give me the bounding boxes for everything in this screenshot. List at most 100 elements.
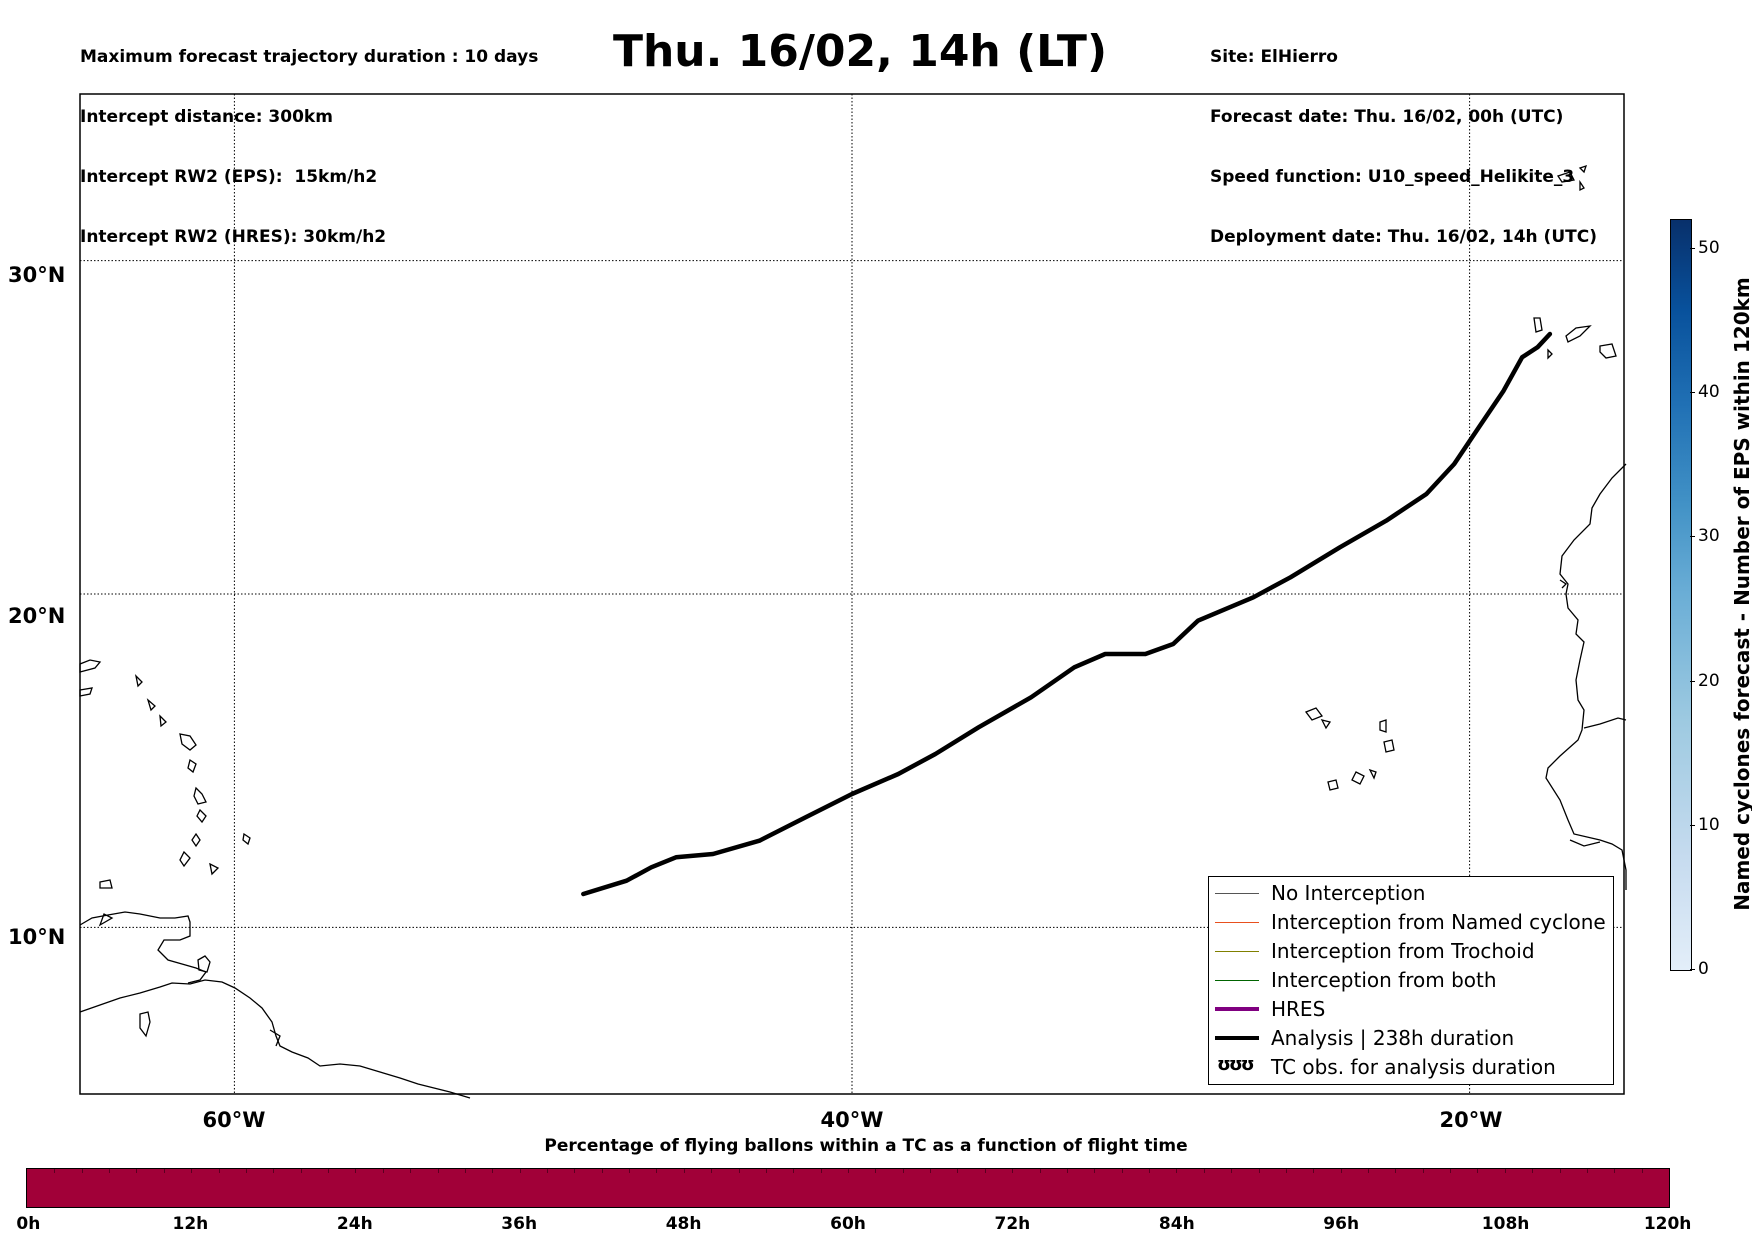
legend-swatch [1215, 922, 1259, 923]
flight-bar-segment [245, 1169, 247, 1173]
antilles-island [99, 879, 113, 889]
flight-bar-segment [1066, 1169, 1068, 1173]
africa-coast-detail [1569, 839, 1601, 847]
flight-bar-segment [902, 1169, 904, 1173]
cape-verde-island [1320, 719, 1332, 730]
forecast-parameters: Maximum forecast trajectory duration : 1… [80, 7, 538, 267]
antilles-island [79, 687, 93, 697]
legend-item: Analysis | 238h duration [1209, 1024, 1613, 1053]
flight-bar-segment [191, 1169, 193, 1173]
colorbar-tick-label: 10 [1698, 814, 1720, 835]
legend-swatch [1215, 980, 1259, 981]
flight-bar-segment [382, 1169, 384, 1173]
flight-bar-tick: 96h [1323, 1214, 1360, 1234]
flight-bar-tick: 108h [1481, 1214, 1530, 1234]
flight-bar-segment [136, 1169, 138, 1173]
lon-label-40w: 40°W [820, 1108, 884, 1132]
cyclone-colorbar [1670, 219, 1692, 971]
legend-item: HRES [1209, 995, 1613, 1024]
colorbar-tick-label: 50 [1698, 237, 1720, 258]
flight-bar-tick: 0h [16, 1214, 41, 1234]
flight-bar-segment [1285, 1169, 1287, 1173]
canary-island [1547, 348, 1553, 360]
flight-time-bar [26, 1168, 1670, 1208]
flight-bar-segment [519, 1169, 521, 1173]
madeira-island [1556, 171, 1575, 183]
flight-bar-segment [683, 1169, 685, 1173]
legend-swatch [1215, 1007, 1259, 1011]
legend-label: HRES [1271, 997, 1326, 1021]
legend-item: Interception from Trochoid [1209, 937, 1613, 966]
flight-bar-segment [984, 1169, 986, 1173]
site-line: Forecast date: Thu. 16/02, 00h (UTC) [1210, 107, 1564, 127]
flight-bar-segment [1258, 1169, 1260, 1173]
cape-verde-island [1351, 771, 1365, 785]
flight-bar-segment [492, 1169, 494, 1173]
flight-bar-segment [820, 1169, 822, 1173]
flight-bar-segment [1176, 1169, 1178, 1173]
flight-bar-tick: 12h [172, 1214, 209, 1234]
legend-swatch [1215, 951, 1259, 952]
flight-bar-segment [1094, 1169, 1096, 1173]
colorbar-tick-mark [1690, 536, 1695, 538]
flight-bar-segment [1231, 1169, 1233, 1173]
colorbar-tick-label: 30 [1698, 526, 1720, 547]
flight-bar-tick: 36h [501, 1214, 538, 1234]
flight-bar-segment [1450, 1169, 1452, 1173]
flight-bar-segment [437, 1169, 439, 1173]
lat-label-10n: 10°N [8, 925, 66, 949]
flight-bar-segment [81, 1169, 83, 1173]
cape-verde-island [1379, 719, 1387, 733]
legend-item: ʊʊʊ TC obs. for analysis duration [1209, 1053, 1613, 1082]
flight-bar-tick: 60h [830, 1214, 866, 1234]
antilles-island [196, 808, 207, 824]
colorbar-tick-mark [1690, 247, 1695, 249]
flight-bar-segment [930, 1169, 932, 1173]
flight-bar-segment [1532, 1169, 1534, 1173]
coast-fragment [98, 913, 114, 927]
flight-bar-segment [1477, 1169, 1479, 1173]
africa-coast [1545, 463, 1627, 890]
madeira-island [1579, 179, 1585, 192]
flight-bar-segment [1012, 1169, 1014, 1173]
cape-verde-island [1327, 779, 1339, 791]
flight-bar-segment [464, 1169, 466, 1173]
lon-label-60w: 60°W [202, 1108, 266, 1132]
legend-item: Interception from both [1209, 966, 1613, 995]
flight-bar-segment [711, 1169, 713, 1173]
legend-label: No Interception [1271, 881, 1426, 905]
legend-label: TC obs. for analysis duration [1271, 1055, 1556, 1079]
antilles-island [242, 832, 251, 846]
flight-bar-tick: 72h [994, 1214, 1031, 1234]
legend-swatch [1215, 893, 1259, 894]
flight-bar-segment [410, 1169, 412, 1173]
flight-bar-segment [957, 1169, 959, 1173]
flight-bar-segment [328, 1169, 330, 1173]
site-line: Deployment date: Thu. 16/02, 14h (UTC) [1210, 227, 1597, 247]
coast-fragment [139, 1011, 151, 1038]
trinidad [197, 955, 211, 973]
flight-bar-segment [1614, 1169, 1616, 1173]
flight-bar-segment [163, 1169, 165, 1173]
south-america-coast [79, 979, 471, 1099]
flight-bar-tick: 24h [336, 1214, 373, 1234]
legend-label: Interception from both [1271, 968, 1497, 992]
site-info: Site: ElHierro Forecast date: Thu. 16/02… [1210, 7, 1597, 267]
lat-label-30n: 30°N [8, 263, 66, 287]
legend-swatch [1215, 1036, 1259, 1040]
flight-bar-segment [765, 1169, 767, 1173]
flight-bar-segment [601, 1169, 603, 1173]
flight-bar-segment [218, 1169, 220, 1173]
africa-coast-detail [1583, 717, 1627, 729]
flight-bar-segment [300, 1169, 302, 1173]
antilles-island [209, 862, 220, 876]
canary-island [1565, 325, 1592, 343]
colorbar-tick-mark [1690, 680, 1695, 682]
flight-bar-segment [574, 1169, 576, 1173]
flight-bar-segment [1641, 1169, 1643, 1173]
lon-label-20w: 20°W [1439, 1108, 1503, 1132]
lat-label-20n: 20°N [8, 604, 66, 628]
flight-bar-segment [1149, 1169, 1151, 1173]
colorbar-tick-label: 20 [1698, 670, 1720, 691]
flight-bar-segment [546, 1169, 548, 1173]
